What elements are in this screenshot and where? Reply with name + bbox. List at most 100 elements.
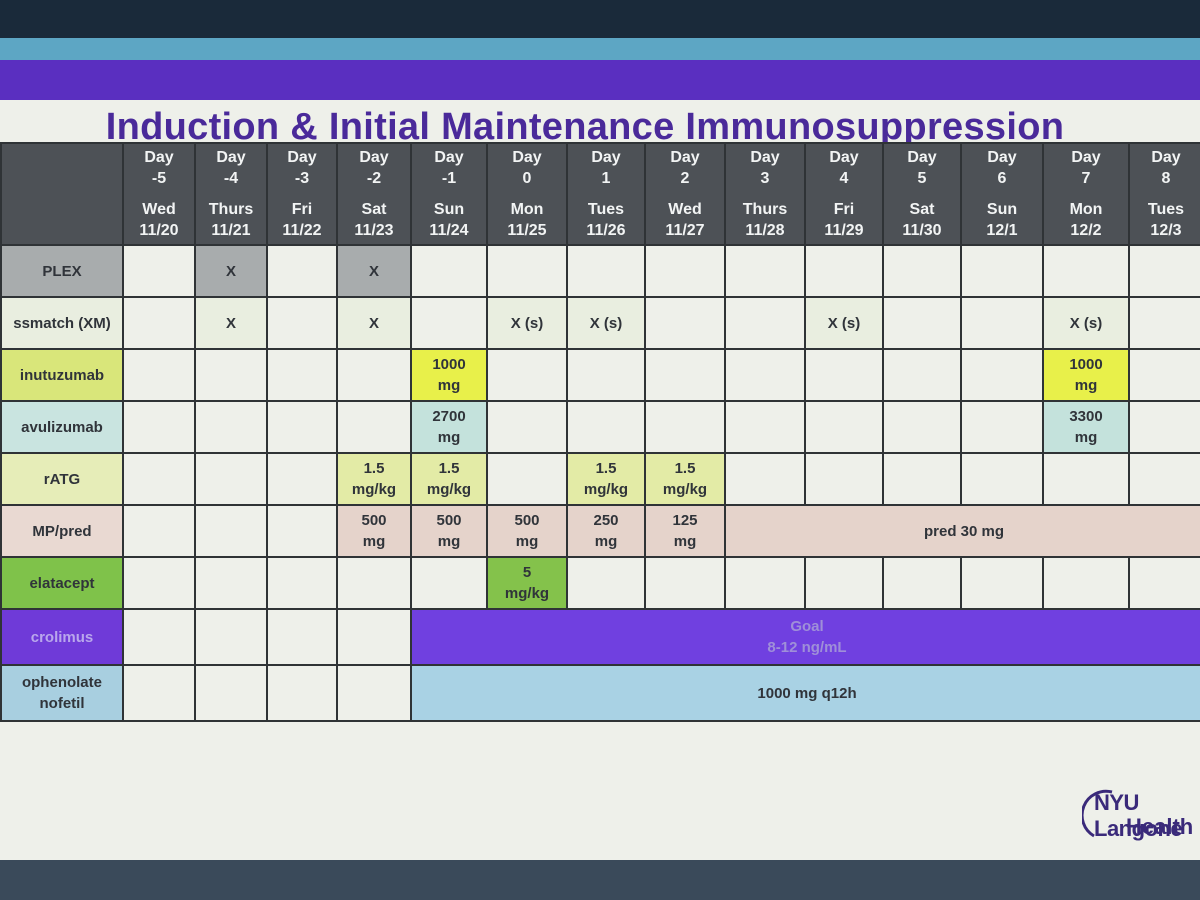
cell: [724, 400, 806, 454]
purple-accent-stripe: [0, 60, 1200, 100]
cell: [644, 348, 726, 402]
nyu-langone-logo: NYU Langone Health: [1082, 786, 1200, 846]
cell: [804, 348, 884, 402]
cell: [566, 400, 646, 454]
cell: [486, 348, 568, 402]
row-ravulizumab: avulizumab 2700 mg 3300 mg: [0, 400, 1200, 454]
cell: [724, 348, 806, 402]
row-label-ravulizumab: avulizumab: [0, 400, 124, 454]
cell: [724, 244, 806, 298]
day-header: Day -3 Fri 11/22: [266, 142, 338, 246]
cell-plex-mark: X: [336, 244, 412, 298]
cell: [194, 664, 268, 722]
cell: [266, 348, 338, 402]
cell: [122, 608, 196, 666]
day-header: Day 1 Tues 11/26: [566, 142, 646, 246]
cell: [724, 556, 806, 610]
cell: [804, 452, 884, 506]
cell-rituximab-dose: 1000 mg: [1042, 348, 1130, 402]
cell: [410, 296, 488, 350]
cell: [486, 452, 568, 506]
row-label-crossmatch: ssmatch (XM): [0, 296, 124, 350]
day-header: Day -1 Sun 11/24: [410, 142, 488, 246]
cell: [194, 556, 268, 610]
cell: [644, 244, 726, 298]
bottom-strip: [0, 860, 1200, 900]
cell: [960, 556, 1044, 610]
row-label-mycophenolate: ophenolate nofetil: [0, 664, 124, 722]
cell: [804, 556, 884, 610]
row-label-rituximab: inutuzumab: [0, 348, 124, 402]
cell: [266, 504, 338, 558]
cell: [336, 400, 412, 454]
cell-plex-mark: X: [194, 244, 268, 298]
cell: [194, 504, 268, 558]
row-mp-pred: MP/pred 500 mg 500 mg 500 mg 250 mg 125 mg pr…: [0, 504, 1200, 558]
cell: [882, 452, 962, 506]
cell-belatacept-dose: 5 mg/kg: [486, 556, 568, 610]
cell: [882, 244, 962, 298]
schedule-table: Day -5 Wed 11/20 Day -4 Thurs 11/21 Day -3 Fri 11…: [0, 142, 1200, 722]
cell: [486, 400, 568, 454]
cell: [724, 296, 806, 350]
cell: [410, 556, 488, 610]
cell-xm-mark: X: [194, 296, 268, 350]
cell: [960, 452, 1044, 506]
cell: [1128, 556, 1200, 610]
row-label-belatacept: elatacept: [0, 556, 124, 610]
cell: [336, 608, 412, 666]
cell-xm-mark: X (s): [804, 296, 884, 350]
logo-text-line2: Health: [1126, 814, 1194, 839]
cell: [266, 244, 338, 298]
cell-ravulizumab-dose: 2700 mg: [410, 400, 488, 454]
cell: [336, 348, 412, 402]
cell: [122, 452, 196, 506]
cell: [486, 244, 568, 298]
cell: [1128, 400, 1200, 454]
cell-xm-mark: X (s): [566, 296, 646, 350]
cell: [1128, 296, 1200, 350]
cell: [960, 348, 1044, 402]
cell: [266, 608, 338, 666]
day-header: Day -5 Wed 11/20: [122, 142, 196, 246]
row-tacrolimus: crolimus Goal 8-12 ng/mL: [0, 608, 1200, 666]
cell: [1128, 452, 1200, 506]
row-rituximab: inutuzumab 1000 mg 1000 mg: [0, 348, 1200, 402]
cell: [960, 296, 1044, 350]
cell: [266, 452, 338, 506]
cell-ratg-dose: 1.5 mg/kg: [410, 452, 488, 506]
row-label-tacrolimus: crolimus: [0, 608, 124, 666]
cell-ratg-dose: 1.5 mg/kg: [566, 452, 646, 506]
cell-mp-dose: 500 mg: [336, 504, 412, 558]
cell: [194, 400, 268, 454]
cell: [724, 452, 806, 506]
cell: [644, 556, 726, 610]
cell-mp-dose: 500 mg: [410, 504, 488, 558]
cell: [566, 348, 646, 402]
day-header: Day 5 Sat 11/30: [882, 142, 962, 246]
cell-pred-span: pred 30 mg: [724, 504, 1200, 558]
logo-text-line1: NYU Langone: [1094, 790, 1183, 841]
cell: [194, 608, 268, 666]
cell: [266, 556, 338, 610]
day-header: Day -4 Thurs 11/21: [194, 142, 268, 246]
day-header: Day 2 Wed 11/27: [644, 142, 726, 246]
day-header: Day -2 Sat 11/23: [336, 142, 412, 246]
header-corner: [0, 142, 124, 246]
day-header: Day 8 Tues 12/3: [1128, 142, 1200, 246]
cell: [194, 452, 268, 506]
cell: [336, 664, 412, 722]
cell: [1128, 244, 1200, 298]
logo-arc-icon: [1082, 789, 1113, 838]
cell: [1042, 244, 1130, 298]
top-accent-stripe: [0, 38, 1200, 60]
cell: [266, 664, 338, 722]
cell: [410, 244, 488, 298]
cell-rituximab-dose: 1000 mg: [410, 348, 488, 402]
row-plex: PLEX X X: [0, 244, 1200, 298]
cell: [122, 400, 196, 454]
cell-mp-dose: 500 mg: [486, 504, 568, 558]
cell: [566, 556, 646, 610]
day-header: Day 3 Thurs 11/28: [724, 142, 806, 246]
cell: [122, 296, 196, 350]
